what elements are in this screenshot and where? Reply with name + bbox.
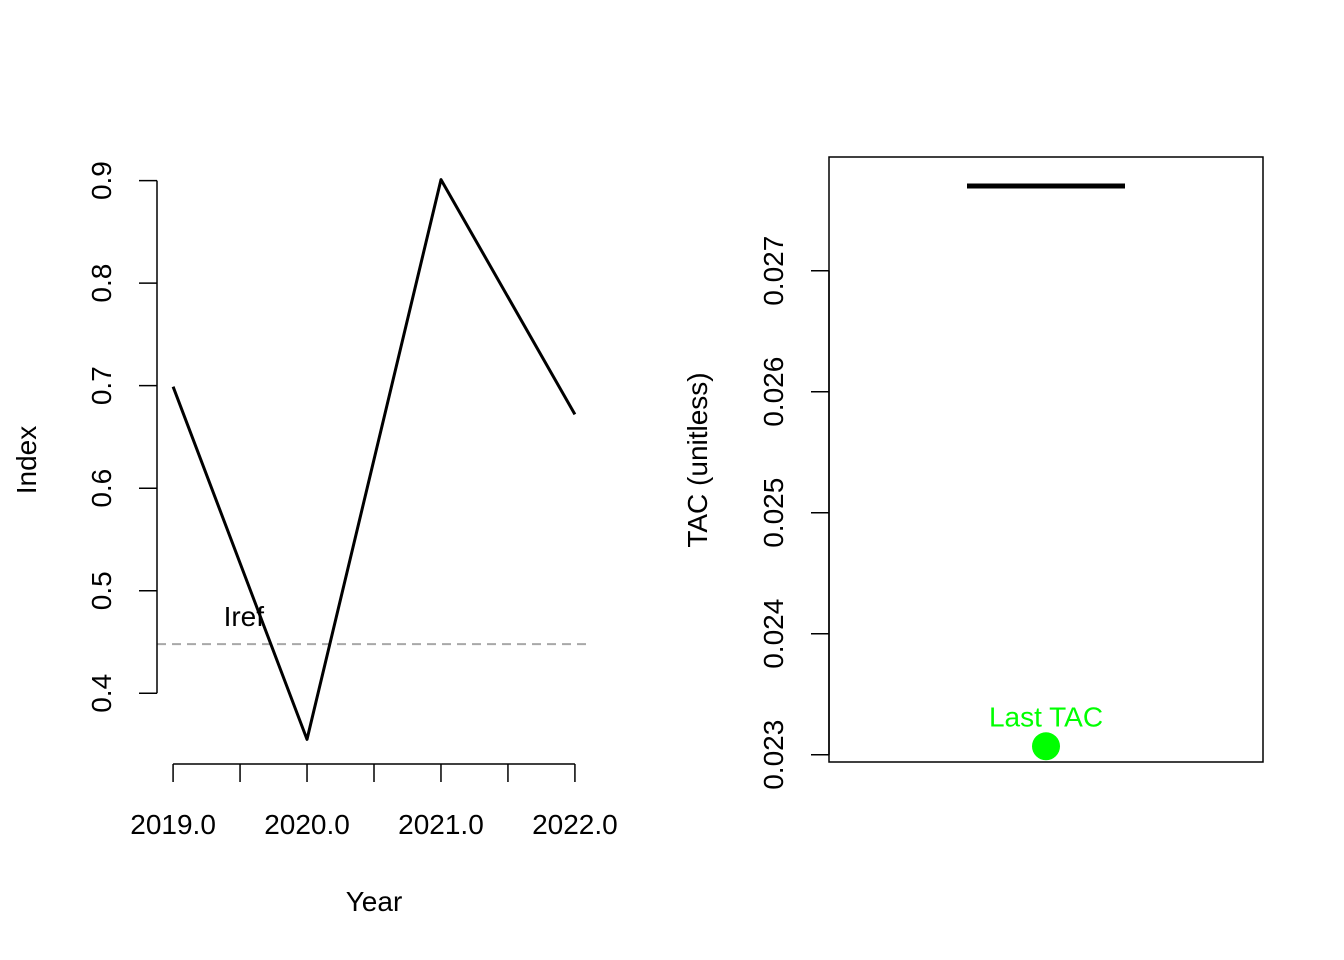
index-series-line [171, 178, 577, 741]
index-x-tick-label: 2022.0 [532, 809, 618, 840]
tac-y-tick-label: 0.025 [758, 478, 789, 548]
tac-y-tick-label: 0.027 [758, 236, 789, 306]
index-y-tick-label: 0.4 [86, 674, 117, 713]
index-axes: 2019.0 2020.0 2021.0 2022.0 0.4 0.5 0.6 0.7 0.8 0… [86, 161, 618, 840]
index-y-axis-label: Index [11, 426, 42, 495]
tac-plot-area: Last TAC [967, 183, 1125, 761]
tac-y-tick-label: 0.026 [758, 357, 789, 427]
index-y-tick-label: 0.6 [86, 469, 117, 508]
index-x-tick-label: 2020.0 [264, 809, 350, 840]
index-x-tick-label: 2021.0 [398, 809, 484, 840]
index-y-tick-label: 0.5 [86, 571, 117, 610]
index-y-tick-label: 0.7 [86, 366, 117, 405]
index-x-tick-label: 2019.0 [130, 809, 216, 840]
tac-y-axis-label: TAC (unitless) [682, 372, 713, 547]
iref-label: Iref [224, 601, 265, 632]
last-tac-label: Last TAC [989, 701, 1103, 732]
last-tac-point [1032, 732, 1060, 761]
index-y-tick-label: 0.9 [86, 161, 117, 200]
tac-y-tick-label: 0.024 [758, 599, 789, 669]
index-panel: Iref 2019.0 2020.0 2021.0 2022.0 0.4 0.5 0.6 0.… [11, 161, 618, 917]
index-plot-area: Iref [157, 178, 591, 741]
tac-y-tick-label: 0.023 [758, 720, 789, 790]
index-y-tick-label: 0.8 [86, 264, 117, 303]
index-x-axis-label: Year [346, 886, 403, 917]
tac-panel: Last TAC 0.023 0.024 0.025 0.026 0.027 TAC (… [682, 156, 1264, 790]
tac-axes: 0.023 0.024 0.025 0.026 0.027 [758, 236, 830, 790]
